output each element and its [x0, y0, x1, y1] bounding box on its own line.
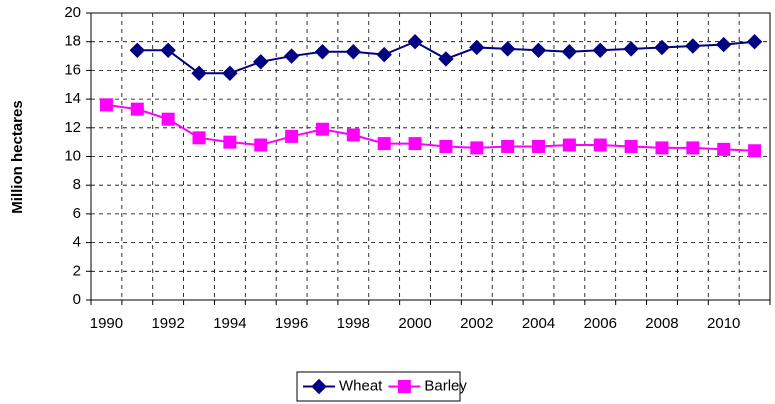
marker [285, 129, 299, 143]
y-tick-label: 4 [73, 234, 81, 251]
marker [501, 139, 515, 153]
marker [283, 48, 300, 64]
marker [717, 142, 731, 156]
y-tick-label: 0 [73, 291, 81, 308]
y-tick-label: 8 [73, 176, 81, 193]
marker [685, 38, 701, 54]
marker [222, 65, 238, 81]
y-tick-label: 6 [73, 205, 81, 222]
marker [161, 112, 175, 126]
x-tick-label: 2010 [707, 315, 740, 332]
marker [623, 41, 639, 57]
y-tick-label: 2 [73, 262, 81, 279]
marker [561, 44, 578, 60]
marker [686, 141, 700, 155]
marker [715, 36, 732, 53]
marker [469, 39, 485, 56]
x-tick-label: 2008 [645, 315, 678, 332]
y-tick-label: 14 [64, 90, 81, 107]
marker [345, 44, 362, 60]
marker [499, 41, 516, 57]
y-tick-label: 20 [64, 4, 81, 21]
marker [253, 54, 269, 70]
marker [748, 144, 762, 158]
y-axis-label: Million hectares [9, 100, 26, 213]
x-tick-label: 2000 [398, 315, 431, 332]
marker [254, 138, 268, 152]
y-tick-label: 16 [64, 61, 81, 78]
series-line [106, 103, 755, 152]
marker [346, 128, 360, 142]
marker [655, 141, 669, 155]
marker [397, 380, 411, 393]
marker [191, 65, 207, 81]
x-tick-label: 2004 [522, 315, 555, 332]
x-tick-label: 2002 [460, 315, 493, 332]
marker [439, 139, 453, 153]
marker [532, 139, 546, 153]
x-tick-label: 2006 [584, 315, 617, 332]
marker [746, 33, 763, 50]
marker [377, 137, 391, 151]
marker [562, 138, 576, 152]
y-tick-label: 18 [64, 33, 81, 50]
x-tick-label: 1998 [337, 315, 370, 332]
marker [129, 42, 146, 59]
marker [192, 131, 206, 145]
marker [470, 141, 484, 155]
marker [408, 137, 422, 151]
marker [223, 135, 237, 149]
marker [311, 378, 327, 395]
x-tick-label: 1994 [213, 315, 246, 332]
marker [624, 139, 638, 153]
legend-label: Barley [424, 377, 467, 394]
marker [530, 42, 547, 59]
marker [99, 98, 113, 112]
marker [654, 39, 670, 56]
marker [438, 51, 454, 67]
x-tick-label: 1990 [90, 315, 123, 332]
legend: Wheat Barley [296, 371, 467, 402]
y-tick-label: 12 [64, 119, 81, 136]
marker [160, 42, 176, 59]
marker [376, 46, 392, 63]
marker [315, 122, 329, 136]
legend-label: Wheat [339, 377, 383, 394]
marker [407, 33, 423, 50]
marker [592, 42, 608, 59]
x-tick-label: 1992 [151, 315, 184, 332]
marker [130, 102, 144, 116]
x-tick-label: 1996 [275, 315, 308, 332]
y-tick-label: 10 [64, 147, 81, 164]
marker [593, 138, 607, 152]
marker [314, 44, 331, 60]
